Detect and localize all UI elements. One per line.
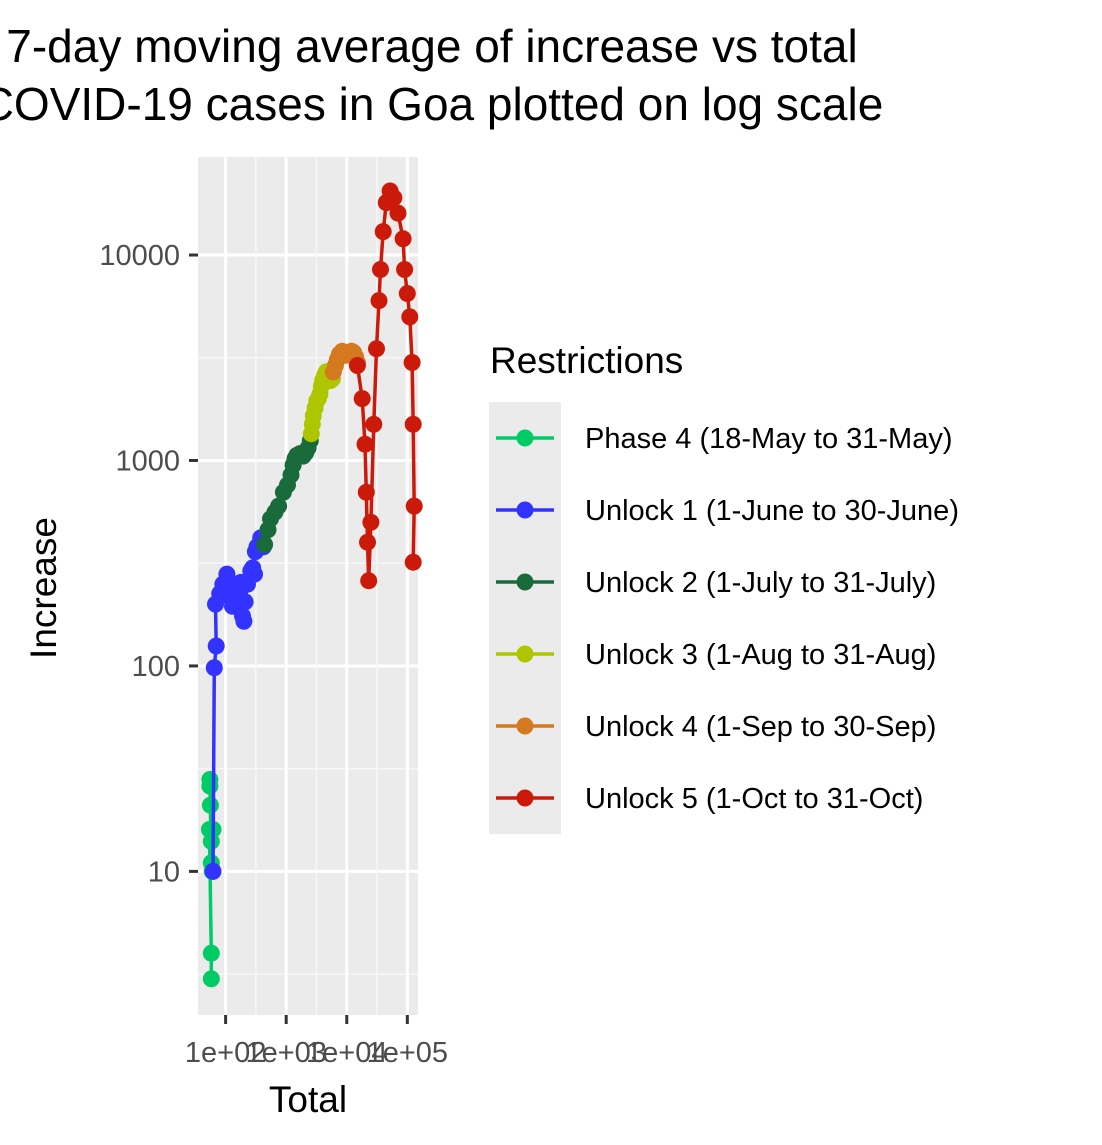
data-point (256, 536, 274, 553)
legend-key-background (489, 402, 561, 834)
y-tick-label: 10 (148, 856, 180, 888)
legend-item: Unlock 3 (1-Aug to 31-Aug) (496, 639, 936, 671)
x-tick-label: 1e+04 (306, 1037, 387, 1069)
legend-key-point (516, 789, 534, 807)
legend-key-point (516, 573, 534, 591)
legend-item: Unlock 1 (1-June to 30-June) (496, 495, 959, 527)
data-point (403, 354, 421, 371)
chart-title-line-1: 7-day moving average of increase vs tota… (6, 20, 857, 72)
chart-title: 7-day moving average of increase vs tota… (0, 20, 883, 130)
data-point (236, 593, 254, 611)
legend-key-point (516, 645, 534, 663)
data-point (404, 553, 422, 571)
data-point (389, 204, 407, 222)
data-point (362, 513, 380, 531)
data-point (357, 483, 375, 501)
data-point (204, 862, 222, 880)
data-point (207, 637, 225, 655)
data-point (370, 292, 388, 310)
legend-label: Unlock 3 (1-Aug to 31-Aug) (585, 639, 936, 671)
x-tick-label: 1e+02 (185, 1037, 266, 1069)
y-tick-label: 100 (132, 651, 180, 683)
data-point (405, 497, 423, 515)
legend-key-point (516, 717, 534, 735)
legend-key-point (516, 429, 534, 447)
data-series (200, 182, 423, 988)
legend-item: Unlock 2 (1-July to 31-July) (496, 567, 936, 599)
data-point (372, 261, 389, 278)
legend-label: Unlock 5 (1-Oct to 31-Oct) (585, 783, 923, 815)
data-point (353, 390, 371, 408)
legend-title: Restrictions (490, 340, 683, 381)
data-point (270, 497, 288, 515)
y-axis-title: Increase (23, 517, 64, 659)
data-point (201, 771, 219, 788)
chart-title-line-2: COVID-19 cases in Goa plotted on log sca… (0, 78, 883, 130)
data-point (202, 970, 220, 988)
y-tick-label: 1000 (115, 445, 180, 477)
data-point (356, 435, 374, 453)
x-tick-label: 1e+05 (367, 1037, 448, 1069)
data-point (359, 533, 376, 551)
legend-item: Unlock 5 (1-Oct to 31-Oct) (496, 783, 923, 815)
data-point (385, 189, 403, 207)
x-axis-title: Total (269, 1079, 347, 1120)
x-tick-label: 1e+03 (245, 1037, 326, 1069)
legend-label: Unlock 4 (1-Sep to 30-Sep) (585, 711, 936, 743)
data-point (202, 944, 220, 962)
grid-lines (198, 157, 418, 1015)
data-point (244, 559, 262, 577)
data-point (396, 261, 414, 278)
data-point (374, 223, 392, 241)
data-point (201, 796, 219, 814)
legend-label: Unlock 1 (1-June to 30-June) (585, 495, 959, 527)
data-point (394, 230, 412, 248)
data-point (348, 357, 366, 374)
data-point (205, 659, 223, 677)
data-point (404, 415, 422, 433)
legend-key-point (516, 501, 534, 519)
series-2 (204, 529, 272, 880)
data-point (235, 612, 253, 630)
legend: Restrictions Phase 4 (18-May to 31-May) U… (489, 340, 959, 834)
y-tick-label: 10000 (99, 240, 180, 272)
legend-item: Unlock 4 (1-Sep to 30-Sep) (496, 711, 936, 743)
legend-label: Phase 4 (18-May to 31-May) (585, 423, 952, 455)
data-point (398, 285, 416, 302)
series-3 (256, 432, 319, 553)
legend-label: Unlock 2 (1-July to 31-July) (585, 567, 936, 599)
data-point (365, 415, 383, 433)
legend-item: Phase 4 (18-May to 31-May) (496, 423, 952, 455)
data-point (401, 308, 419, 326)
data-point (360, 572, 378, 590)
data-point (368, 340, 385, 358)
series-6 (348, 182, 423, 590)
